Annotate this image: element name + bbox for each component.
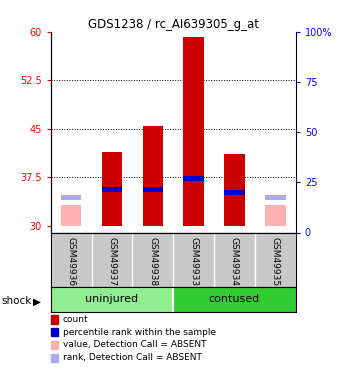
Bar [61, 205, 81, 226]
Text: value, Detection Call = ABSENT: value, Detection Call = ABSENT [63, 340, 206, 350]
Text: percentile rank within the sample: percentile rank within the sample [63, 328, 216, 337]
Bar [224, 190, 245, 195]
Text: GSM49935: GSM49935 [271, 237, 280, 286]
Bar [51, 286, 173, 312]
Text: rank, Detection Call = ABSENT: rank, Detection Call = ABSENT [63, 353, 202, 362]
Bar [102, 186, 122, 192]
Bar [224, 153, 245, 226]
Text: shock: shock [2, 297, 32, 306]
Bar [265, 195, 286, 200]
Bar [143, 187, 163, 192]
Text: ▶: ▶ [33, 297, 41, 306]
Text: count: count [63, 315, 88, 324]
Bar [183, 176, 204, 181]
Bar [183, 37, 204, 226]
Text: GSM49937: GSM49937 [107, 237, 117, 286]
Bar [265, 205, 286, 226]
Text: GSM49934: GSM49934 [230, 237, 239, 286]
Bar [173, 286, 296, 312]
Bar [61, 195, 81, 200]
Title: GDS1238 / rc_AI639305_g_at: GDS1238 / rc_AI639305_g_at [88, 18, 259, 31]
Text: contused: contused [209, 294, 260, 304]
Text: uninjured: uninjured [85, 294, 139, 304]
Bar [143, 126, 163, 226]
Text: GSM49936: GSM49936 [66, 237, 76, 286]
Text: GSM49938: GSM49938 [148, 237, 158, 286]
Bar [102, 152, 122, 226]
Text: GSM49933: GSM49933 [189, 237, 198, 286]
